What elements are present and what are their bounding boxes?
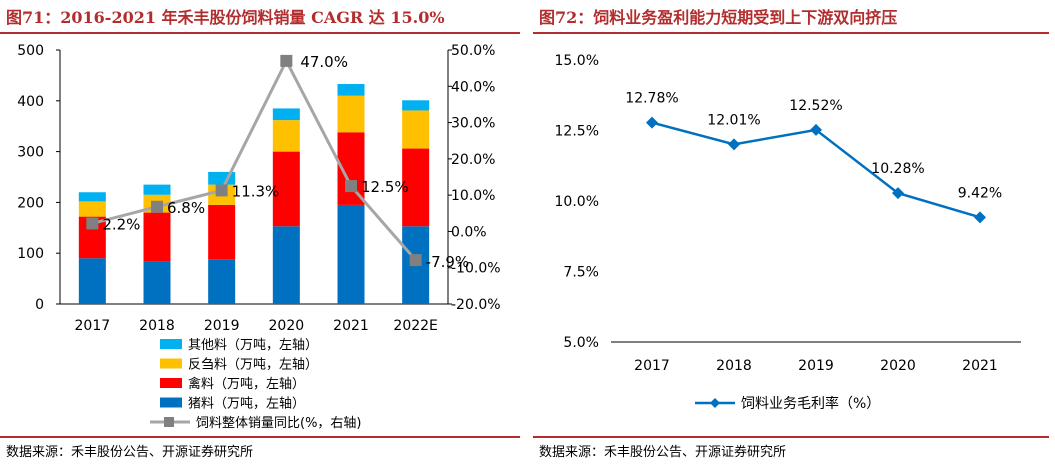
y-tick-label: 15.0% [555,53,599,69]
yoy-data-label: 11.3% [232,182,280,200]
legend-swatch-1 [160,378,182,388]
legend-label: 饲料整体销量同比(%，右轴) [196,416,362,431]
bar-segment-1 [272,151,300,227]
margin-data-label: 12.01% [707,112,760,128]
x-tick-label: 2017 [634,358,670,374]
margin-line [651,121,981,219]
y-tick-label: 10.0% [555,194,599,210]
right-y-tick-label: 50.0% [451,43,495,59]
bar-segment-1 [208,204,236,260]
bar-segment-0 [337,204,365,304]
yoy-data-label: 12.5% [361,178,409,196]
legend-swatch-2 [160,358,182,369]
bar-segment-0 [143,261,171,304]
bar-segment-3 [272,108,300,121]
right-chart-svg: 5.0% 7.5% 10.0% 12.5% 15.0% 2017 2018 2019 2020 2… [555,53,1021,412]
left-title-rule [0,32,520,34]
yoy-marker [151,200,163,213]
margin-marker [810,123,822,136]
bar-segment-2 [402,110,430,149]
x-tick-label: 2021 [333,318,369,334]
yoy-line [91,57,417,262]
yoy-marker [345,180,357,193]
left-chart-panel: 图71：2016-2021 年禾丰股份饲料销量 CAGR 达 15.0% 0 10… [0,0,526,468]
yoy-marker [280,54,293,67]
yoy-marker [409,254,422,267]
left-source-rule [0,436,520,438]
margin-marker [892,187,904,200]
x-tick-label: 2022E [393,318,437,334]
x-tick-label: 2020 [880,358,916,374]
y-tick-label: 5.0% [563,335,599,351]
left-y-tick-label: 500 [17,43,44,59]
right-chart-panel: 图72：饲料业务盈利能力短期受到上下游双向挤压 5.0% 7.5% 10.0% 12.… [533,0,1055,468]
bar-segment-0 [272,226,300,304]
yoy-data-label: 6.8% [167,199,205,217]
right-source-rule [533,436,1049,438]
x-tick-label: 2020 [269,318,305,334]
yoy-data-label: -7.9% [426,253,470,271]
margin-data-label: 12.52% [789,98,842,114]
x-tick-label: 2017 [75,318,111,334]
yoy-data-label: 2.2% [102,215,140,233]
right-title-rule [533,32,1049,34]
legend-marker [710,398,720,408]
margin-data-label: 9.42% [958,185,1002,201]
bar-segment-1 [402,148,430,227]
right-y-tick-label: 40.0% [451,79,495,95]
legend-label: 禽料（万吨，左轴） [188,376,305,392]
left-chart-svg: 0 100 200 300 400 500 -20.0% -10.0% 0.0% 10.0% 20.… [17,43,501,431]
x-tick-label: 2021 [962,358,998,374]
y-tick-label: 12.5% [555,124,599,140]
margin-marker [646,116,658,129]
bar-segment-1 [143,212,171,262]
left-y-tick-label: 200 [17,195,44,211]
right-source-note: 数据来源：禾丰股份公告、开源证券研究所 [539,445,787,460]
bar-segment-3 [143,184,171,195]
margin-data-label: 12.78% [625,91,678,107]
right-y-tick-label: 10.0% [451,188,495,204]
legend-label: 猪料（万吨，左轴） [188,397,305,412]
bar-segment-0 [78,258,106,304]
right-y-tick-label: 20.0% [451,152,495,168]
margin-marker [974,211,986,224]
legend-label: 饲料业务毛利率（%） [741,395,880,412]
x-tick-label: 2018 [139,318,175,334]
margin-marker [728,138,740,151]
left-y-tick-label: 0 [35,297,44,313]
bar-segment-2 [337,95,365,133]
legend-label: 反刍料（万吨，左轴） [188,358,318,373]
left-chart-title: 图71：2016-2021 年禾丰股份饲料销量 CAGR 达 15.0% [6,8,445,27]
left-y-tick-label: 300 [17,145,44,161]
legend-line-marker [164,417,174,427]
yoy-data-label: 47.0% [300,53,348,71]
bar-segment-2 [272,120,300,152]
legend-swatch-0 [160,397,182,408]
margin-data-label: 10.28% [871,161,924,177]
yoy-marker [86,217,99,230]
bar-segment-0 [208,259,236,304]
left-y-tick-label: 400 [17,94,44,110]
legend-swatch-3 [160,339,182,349]
right-y-tick-label: -20.0% [451,297,501,313]
right-chart-title: 图72：饲料业务盈利能力短期受到上下游双向挤压 [539,8,898,27]
bar-segment-2 [78,201,106,217]
left-y-tick-label: 100 [17,246,44,262]
legend-label: 其他料（万吨，左轴） [188,338,318,353]
bar-segment-3 [337,84,365,96]
x-tick-label: 2018 [716,358,752,374]
right-y-tick-label: 30.0% [451,116,495,132]
yoy-marker [215,184,228,197]
x-tick-label: 2019 [204,318,240,334]
y-tick-label: 7.5% [563,265,599,281]
right-y-tick-label: -10.0% [451,261,501,277]
bar-segment-3 [78,192,106,202]
bar-segment-3 [402,100,430,111]
x-tick-label: 2019 [798,358,834,374]
right-y-tick-label: 0.0% [451,224,487,240]
left-source-note: 数据来源：禾丰股份公告、开源证券研究所 [6,445,254,460]
